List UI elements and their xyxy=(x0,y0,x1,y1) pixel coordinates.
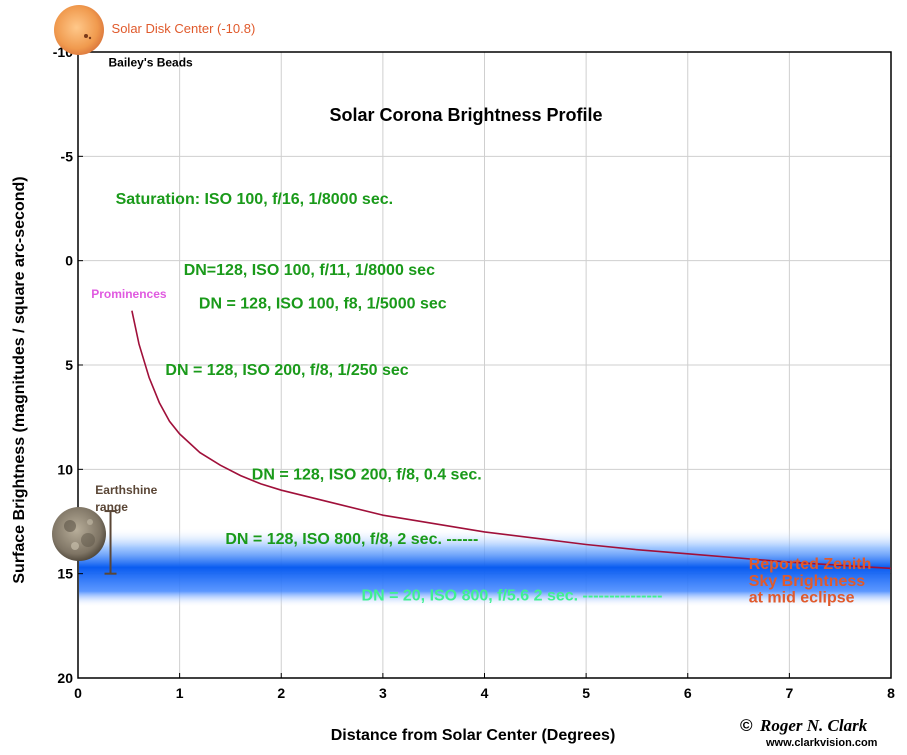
copyright-symbol: © xyxy=(740,716,753,735)
x-tick-label: 0 xyxy=(74,685,82,701)
earthshine-range-bar xyxy=(104,510,117,575)
x-tick-label: 7 xyxy=(785,685,793,701)
x-tick-label: 8 xyxy=(887,685,895,701)
x-tick-label: 4 xyxy=(481,685,489,701)
credit: © Roger N. Clark www.clarkvision.com xyxy=(740,716,878,749)
annotations: Solar Disk Center (-10.8) Bailey's Beads S… xyxy=(91,21,871,607)
annotation-baileys-beads: Bailey's Beads xyxy=(108,55,193,69)
x-axis-ticks: 0 1 2 3 4 5 6 7 8 xyxy=(74,673,895,701)
y-tick-label: 15 xyxy=(57,566,73,582)
y-tick-label: 0 xyxy=(65,253,73,269)
annotation-prominences: Prominences xyxy=(91,287,167,301)
credit-name: Roger N. Clark xyxy=(759,716,868,735)
credit-url: www.clarkvision.com xyxy=(765,737,878,749)
annotation-dn-iso200-250: DN = 128, ISO 200, f/8, 1/250 sec xyxy=(165,362,408,379)
annotation-earthshine-range: range xyxy=(95,500,128,514)
y-axis-label: Surface Brightness (magnitudes / square … xyxy=(11,176,28,583)
corona-brightness-curve xyxy=(131,310,892,570)
annotation-dn-iso200-04: DN = 128, ISO 200, f/8, 0.4 sec. xyxy=(252,467,482,484)
annotation-zenith3: at mid eclipse xyxy=(749,590,855,607)
x-tick-label: 6 xyxy=(684,685,692,701)
annotation-dn-f8-5000: DN = 128, ISO 100, f8, 1/5000 sec xyxy=(199,295,447,312)
annotation-dn-f11: DN=128, ISO 100, f/11, 1/8000 sec xyxy=(184,262,435,279)
x-tick-label: 3 xyxy=(379,685,387,701)
annotation-dn-iso800-2: DN = 128, ISO 800, f/8, 2 sec. ------ xyxy=(225,531,478,548)
x-tick-label: 1 xyxy=(176,685,184,701)
annotation-earthshine: Earthshine xyxy=(95,483,157,497)
y-tick-label: -5 xyxy=(61,148,74,164)
annotation-dn20: DN = 20, ISO 800, f/5.6 2 sec. ---------… xyxy=(362,588,663,605)
sun-icon xyxy=(54,5,104,55)
chart-title: Solar Corona Brightness Profile xyxy=(329,105,602,125)
annotation-zenith1: Reported Zenith xyxy=(749,556,872,573)
sky-brightness-band xyxy=(79,527,890,608)
x-tick-label: 2 xyxy=(277,685,285,701)
moon-icon xyxy=(52,507,106,561)
x-axis-label: Distance from Solar Center (Degrees) xyxy=(331,727,616,744)
annotation-solar-disk: Solar Disk Center (-10.8) xyxy=(112,21,256,36)
annotation-saturation: Saturation: ISO 100, f/16, 1/8000 sec. xyxy=(116,191,393,208)
annotation-zenith2: Sky Brightness xyxy=(749,573,866,590)
y-tick-label: 5 xyxy=(65,357,73,373)
x-tick-label: 5 xyxy=(582,685,590,701)
y-tick-label: 10 xyxy=(57,461,73,477)
y-tick-label: 20 xyxy=(57,670,73,686)
